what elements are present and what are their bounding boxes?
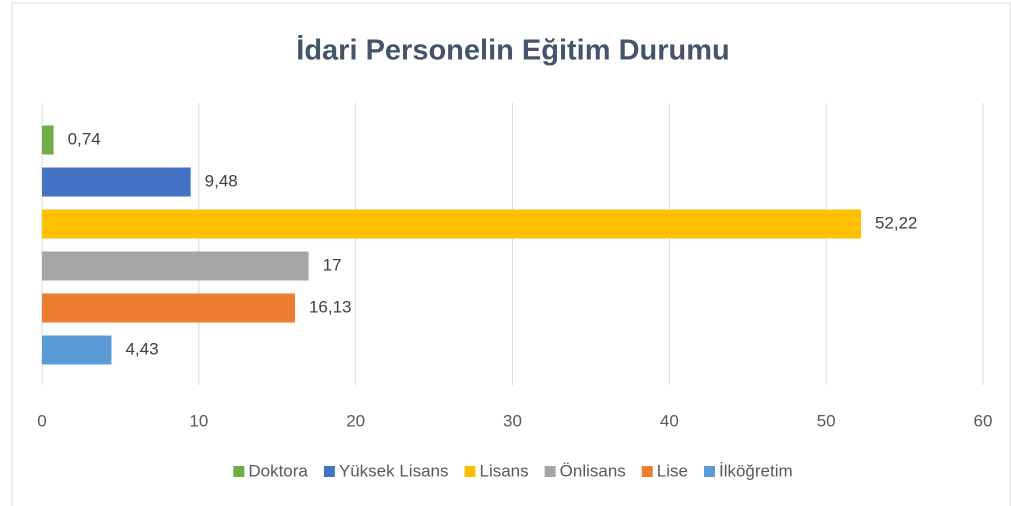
legend-label: Doktora xyxy=(248,461,308,480)
chart-title: İdari Personelin Eğitim Durumu xyxy=(296,35,729,67)
legend-label: İlköğretim xyxy=(719,461,793,480)
legend-label: Önlisans xyxy=(560,461,626,480)
legend-label: Lise xyxy=(657,461,688,480)
data-label: 16,13 xyxy=(309,297,352,316)
bar xyxy=(42,167,191,197)
x-tick-label: 40 xyxy=(660,411,679,430)
legend-label: Lisans xyxy=(480,461,529,480)
x-tick-label: 10 xyxy=(189,411,208,430)
legend-swatch xyxy=(323,466,335,477)
x-tick-label: 30 xyxy=(503,411,522,430)
bar xyxy=(42,125,54,155)
bar xyxy=(42,251,309,281)
legend-swatch xyxy=(464,466,476,477)
x-tick-label: 60 xyxy=(974,411,993,430)
bar xyxy=(42,335,112,365)
legend-swatch xyxy=(544,466,556,477)
bar xyxy=(42,209,861,239)
legend-swatch xyxy=(233,466,245,477)
data-label: 0,74 xyxy=(68,129,101,148)
legend-swatch xyxy=(641,466,653,477)
data-label: 52,22 xyxy=(875,213,918,232)
x-tick-label: 0 xyxy=(37,411,46,430)
data-label: 4,43 xyxy=(125,339,158,358)
bar xyxy=(42,293,295,323)
legend-swatch xyxy=(703,466,715,477)
data-label: 9,48 xyxy=(205,171,238,190)
legend-label: Yüksek Lisans xyxy=(339,461,449,480)
x-tick-label: 50 xyxy=(817,411,836,430)
x-tick-label: 20 xyxy=(346,411,365,430)
data-label: 17 xyxy=(323,255,342,274)
